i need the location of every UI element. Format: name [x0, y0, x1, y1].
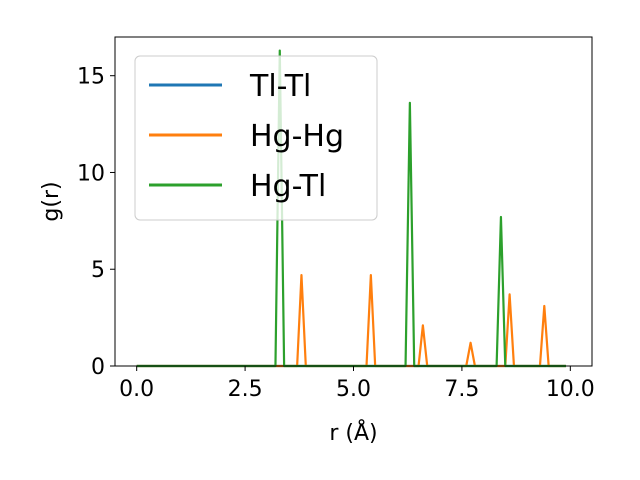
legend-label: Hg-Hg — [250, 119, 344, 154]
x-tick-label: 2.5 — [228, 377, 263, 402]
ticks-layer: 0.0 2.5 5.0 7.5 10.0 0 5 10 15 — [77, 65, 595, 402]
legend: Tl-Tl Hg-Hg Hg-Tl — [134, 55, 378, 221]
x-tick-label: 10.0 — [546, 377, 595, 402]
y-tick-label: 10 — [77, 161, 105, 186]
x-tick-label: 5.0 — [336, 377, 371, 402]
y-tick-label: 5 — [91, 258, 105, 283]
x-tick-label: 0.0 — [119, 377, 154, 402]
y-axis-label: g(r) — [39, 181, 64, 221]
y-tick-label: 15 — [77, 65, 105, 90]
y-tick-label: 0 — [91, 355, 105, 380]
x-axis-label: r (Å) — [329, 419, 377, 446]
x-tick-label: 7.5 — [444, 377, 479, 402]
legend-frame — [134, 55, 378, 221]
legend-label: Tl-Tl — [249, 69, 311, 104]
legend-label: Hg-Tl — [250, 169, 326, 204]
